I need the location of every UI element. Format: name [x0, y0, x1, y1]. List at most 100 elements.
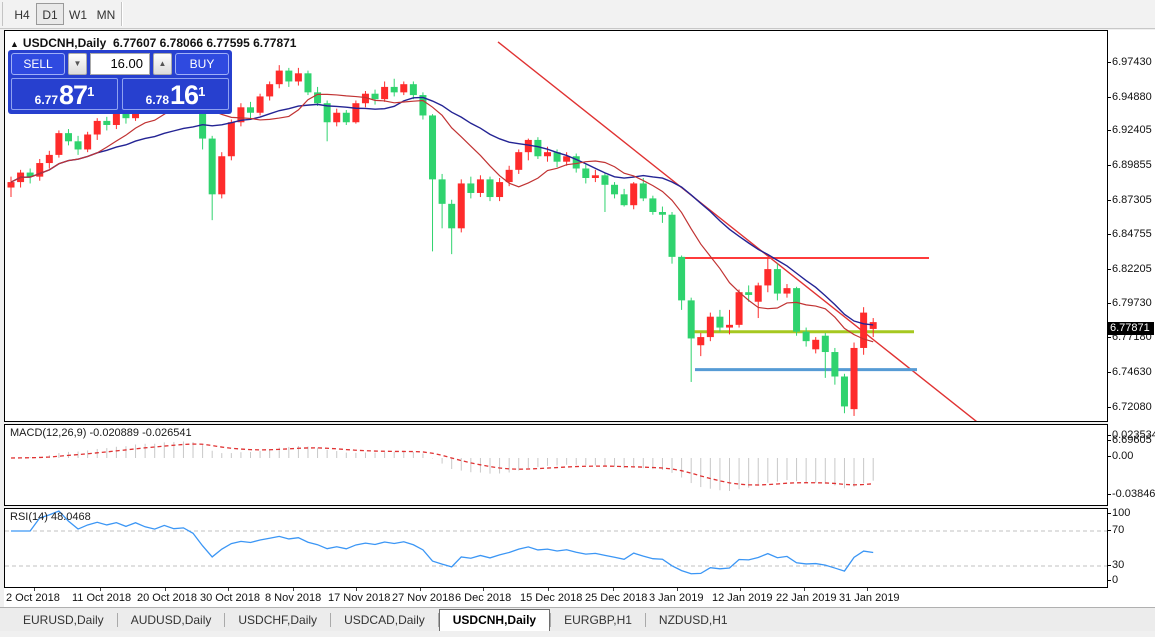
price-axis-label: 6.97430 — [1112, 56, 1152, 68]
chart-tab-eurgbp[interactable]: EURGBP,H1 — [564, 613, 632, 627]
collapse-panel-icon[interactable]: ▲ — [10, 39, 19, 49]
toolbar-divider — [121, 2, 122, 26]
volume-increase-button[interactable]: ▲ — [153, 53, 172, 75]
bear-candle-body — [658, 211, 666, 215]
bear-candle-body — [553, 152, 561, 162]
price-axis-label: 6.79730 — [1112, 297, 1152, 309]
timeframe-button-w1[interactable]: W1 — [69, 8, 87, 22]
macd-label: MACD(12,26,9) -0.020889 -0.026541 — [10, 427, 192, 439]
date-axis-label: 15 Dec 2018 — [520, 592, 583, 604]
date-axis-tick — [34, 588, 35, 591]
date-axis-tick — [420, 588, 421, 591]
chart-ohlc-values: 6.77607 6.78066 6.77595 6.77871 — [112, 36, 297, 50]
date-axis-label: 11 Oct 2018 — [72, 592, 132, 604]
bear-candle-body — [678, 256, 686, 301]
bull-candle-body — [543, 152, 551, 157]
chart-tab-usdcad[interactable]: USDCAD,Daily — [344, 613, 425, 627]
bull-candle-body — [735, 292, 743, 325]
price-axis-tick — [1107, 337, 1111, 338]
bull-candle-body — [706, 316, 714, 338]
bull-candle-body — [400, 84, 408, 93]
volume-input[interactable]: 16.00 — [90, 53, 150, 75]
bull-candle-body — [266, 84, 274, 97]
macd-pane[interactable] — [4, 424, 1108, 506]
bull-candle-body — [563, 156, 571, 162]
bear-candle-body — [199, 97, 207, 139]
bear-candle-body — [122, 111, 130, 119]
chart-tab-eurusd[interactable]: EURUSD,Daily — [23, 613, 104, 627]
volume-decrease-button[interactable]: ▼ — [68, 53, 87, 75]
tab-separator — [644, 613, 646, 627]
macd-axis-label: -0.038466 — [1112, 488, 1155, 500]
date-axis-label: 2 Oct 2018 — [6, 592, 60, 604]
sell-button[interactable]: SELL — [11, 53, 65, 75]
timeframe-button-h4[interactable]: H4 — [14, 8, 30, 22]
bid-prefix: 6.77 — [34, 93, 59, 107]
tab-separator — [330, 613, 332, 627]
bear-candle-body — [486, 179, 494, 198]
chart-tab-nzdusd[interactable]: NZDUSD,H1 — [658, 613, 728, 627]
bull-candle-body — [860, 312, 868, 348]
bear-candle-body — [419, 95, 427, 116]
rsi-line — [11, 510, 874, 575]
date-axis-label: 22 Jan 2019 — [776, 592, 837, 604]
macd-axis-label: 0.00 — [1112, 450, 1134, 462]
buy-button[interactable]: BUY — [175, 53, 229, 75]
rsi-axis-label: 30 — [1112, 559, 1125, 571]
chart-symbol-label: USDCNH,Daily — [22, 36, 107, 50]
bear-candle-body — [371, 93, 379, 100]
bull-candle-body — [783, 288, 791, 294]
macd-chart — [10, 441, 874, 491]
chart-tab-usdchf[interactable]: USDCHF,Daily — [238, 613, 318, 627]
current-price-tag: 6.77871 — [1108, 322, 1154, 335]
trendline[interactable] — [497, 41, 981, 421]
bull-candle-body — [726, 324, 733, 328]
ask-prefix: 6.78 — [145, 93, 170, 107]
ask-price-display[interactable]: 6.78 16 1 — [122, 78, 229, 110]
chart-tab-audusd[interactable]: AUDUSD,Daily — [130, 613, 212, 627]
date-axis-tick — [100, 588, 101, 591]
bear-candle-body — [572, 156, 580, 169]
price-axis-label: 6.82205 — [1112, 263, 1152, 275]
bull-candle-body — [227, 122, 235, 157]
bull-candle-body — [524, 139, 532, 153]
bear-candle-body — [390, 86, 398, 93]
rsi-axis-tick — [1107, 580, 1111, 581]
bear-candle-body — [285, 70, 293, 82]
bear-candle-body — [649, 198, 657, 212]
rsi-pane[interactable] — [4, 508, 1108, 588]
bull-candle-body — [55, 133, 63, 155]
bull-candle-body — [294, 73, 302, 82]
bull-candle-body — [352, 103, 360, 123]
chart-tab-usdcnh[interactable]: USDCNH,Daily — [438, 609, 551, 631]
bull-candle-body — [457, 183, 465, 229]
bear-candle-body — [26, 172, 34, 177]
tab-separator — [550, 613, 552, 627]
bid-price-display[interactable]: 6.77 87 1 — [11, 78, 118, 110]
bull-candle-body — [84, 134, 92, 150]
bear-candle-body — [840, 376, 848, 407]
date-axis-label: 27 Nov 2018 — [392, 592, 455, 604]
rsi-chart — [5, 510, 1107, 575]
date-axis-tick — [677, 588, 678, 591]
bear-candle-body — [448, 203, 456, 229]
bear-candle-body — [620, 194, 628, 206]
timeframe-button-mn[interactable]: MN — [96, 8, 116, 22]
price-axis-tick — [1107, 165, 1111, 166]
timeframe-button-d1[interactable]: D1 — [36, 3, 64, 25]
price-axis-label: 6.94880 — [1112, 91, 1152, 103]
date-axis-tick — [740, 588, 741, 591]
macd-signal-line — [10, 443, 874, 486]
toolbar-divider — [122, 2, 123, 26]
toolbar-divider — [2, 2, 3, 26]
price-axis-tick — [1107, 440, 1111, 441]
status-strip — [0, 631, 1155, 637]
price-axis-label: 6.92405 — [1112, 124, 1152, 136]
price-axis-tick — [1107, 62, 1111, 63]
date-axis-label: 8 Nov 2018 — [265, 592, 322, 604]
price-axis-tick — [1107, 234, 1111, 235]
bull-candle-body — [7, 182, 15, 188]
bull-candle-body — [850, 347, 858, 410]
date-axis-label: 20 Oct 2018 — [137, 592, 197, 604]
